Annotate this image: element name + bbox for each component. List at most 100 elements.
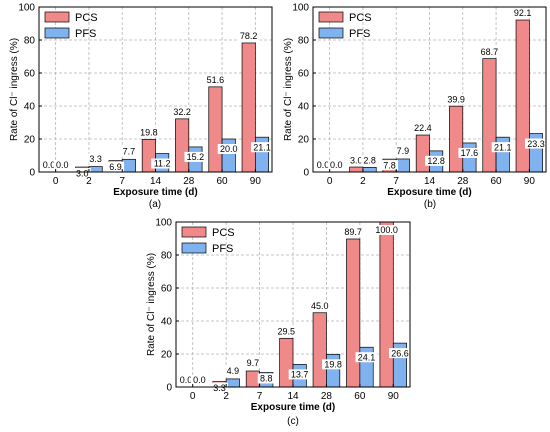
label-pcs-90-bg xyxy=(511,8,534,19)
chart-panel-2: 0.0 0.0 3.0 2.8 7.87.922.412.839.917.668.721… xyxy=(283,3,548,210)
label-pcs-7: 6.9 xyxy=(109,162,122,172)
x-tick-label: 60 xyxy=(217,176,229,187)
x-tick-label: 7 xyxy=(393,176,399,187)
bar-pfs-7 xyxy=(395,158,410,173)
label-pcs-60-bg xyxy=(342,226,365,237)
label-pfs-7: 7.9 xyxy=(397,146,410,156)
label-pcs-7: 7.8 xyxy=(383,160,396,170)
legend-label-pcs: PCS xyxy=(212,227,235,239)
label-pcs-0: 0.0 xyxy=(317,160,330,170)
label-pfs-14: 12.8 xyxy=(427,156,445,166)
y-tick-label: 0 xyxy=(166,383,172,394)
label-pfs-28: 15.2 xyxy=(187,152,205,162)
legend-swatch-pcs xyxy=(44,11,70,23)
label-pcs-2: 3.3 xyxy=(213,383,226,393)
label-pfs-90: 26.6 xyxy=(391,348,409,358)
legend-swatch-pcs xyxy=(318,11,344,23)
label-pcs-2: 3.0 xyxy=(350,155,363,165)
y-tick-label: 20 xyxy=(161,350,173,361)
x-tick-label: 14 xyxy=(287,391,299,402)
bar-pcs-28 xyxy=(175,118,190,173)
data-labels: 0.0 0.0 3.0 2.8 7.87.9 22.4 12.8 39.9 17.6 68.7 21… xyxy=(314,8,548,170)
legend-swatch-pfs xyxy=(44,27,70,39)
y-axis-title: Rate of Cl⁻ ingress (%) xyxy=(9,38,20,141)
legend: PCS PFS xyxy=(181,226,235,255)
label-pfs-0-bg xyxy=(53,160,71,170)
x-axis-title: Exposure time (d) xyxy=(387,187,471,198)
label-pfs-90-bg xyxy=(388,348,411,359)
x-tick-label: 0 xyxy=(327,176,333,187)
label-pcs-2: 3.0 xyxy=(76,168,89,178)
label-pfs-60: 24.1 xyxy=(358,352,376,362)
bar-pcs-28 xyxy=(449,105,464,173)
label-pcs-60-bg xyxy=(204,74,227,85)
x-tick-label: 60 xyxy=(491,176,503,187)
label-pfs-0-bg xyxy=(190,375,208,385)
label-pfs-2-bg xyxy=(224,365,242,376)
label-pfs-28-bg xyxy=(184,151,207,162)
x-tick-label: 2 xyxy=(223,391,229,402)
y-tick-label: 60 xyxy=(24,69,36,80)
label-pfs-7-bg xyxy=(120,146,138,157)
label-pcs-90: 100.0 xyxy=(375,225,398,235)
label-pcs-60: 68.7 xyxy=(481,47,499,57)
label-pcs-14-bg xyxy=(137,127,160,138)
y-axis-title: Rate of Cl⁻ ingress (%) xyxy=(146,253,157,356)
x-tick-label: 0 xyxy=(190,391,196,402)
bar-pcs-7 xyxy=(245,370,260,388)
x-axis: 0 2 7 14 28 60 90 xyxy=(190,384,399,402)
x-tick-label: 2 xyxy=(360,176,366,187)
label-pfs-14-bg xyxy=(151,158,174,169)
label-pfs-0-bg xyxy=(327,160,345,170)
label-pcs-2-bg xyxy=(210,382,228,393)
y-axis: 0 20 40 60 80 100 xyxy=(292,3,316,179)
label-pfs-0: 0.0 xyxy=(193,375,206,385)
label-pcs-60: 89.7 xyxy=(344,227,362,237)
label-pfs-7-bg xyxy=(394,145,412,156)
label-pcs-28: 32.2 xyxy=(173,107,191,117)
data-labels: 0.0 0.0 3.34.9 9.78.8 29.5 13.7 45.0 19.8 89.7 24… xyxy=(177,225,411,393)
label-pcs-14: 22.4 xyxy=(414,123,432,133)
y-tick-label: 40 xyxy=(161,317,173,328)
label-pfs-14: 13.7 xyxy=(291,370,309,380)
legend-label-pfs: PFS xyxy=(75,28,96,40)
label-pcs-7-bg xyxy=(107,161,125,172)
label-pcs-14-bg xyxy=(275,326,298,337)
bar-pfs-2 xyxy=(362,167,377,173)
x-tick-label: 28 xyxy=(321,391,333,402)
label-pfs-90: 23.3 xyxy=(527,139,545,149)
label-pfs-28-bg xyxy=(322,359,345,370)
label-pcs-90: 78.2 xyxy=(240,31,258,41)
x-tick-label: 14 xyxy=(424,176,436,187)
label-pfs-0: 0.0 xyxy=(330,160,343,170)
label-pfs-60-bg xyxy=(491,142,514,153)
x-tick-label: 7 xyxy=(257,391,263,402)
panel-label: (b) xyxy=(424,199,436,210)
label-pfs-2: 2.8 xyxy=(363,156,376,166)
bar-pcs-14 xyxy=(279,337,294,388)
label-pcs-7-bg xyxy=(244,357,262,368)
label-pcs-14: 19.8 xyxy=(140,128,158,138)
x-tick-label: 7 xyxy=(119,176,125,187)
label-pcs-0-bg xyxy=(177,375,195,385)
label-pcs-60: 51.6 xyxy=(207,75,225,85)
y-tick-label: 60 xyxy=(161,284,173,295)
label-pfs-60: 21.1 xyxy=(494,142,512,152)
legend-label-pfs: PFS xyxy=(212,243,233,255)
label-pcs-28: 45.0 xyxy=(311,301,329,311)
bar-pfs-2 xyxy=(88,166,103,173)
label-pcs-2-bg xyxy=(347,155,365,166)
y-tick-label: 40 xyxy=(24,102,36,113)
data-labels: 0.0 0.0 3.03.3 6.97.7 19.8 11.2 32.2 15.2 51.6 20… xyxy=(40,30,274,178)
y-tick-label: 100 xyxy=(292,3,309,14)
x-tick-label: 0 xyxy=(53,176,59,187)
label-pcs-0-bg xyxy=(40,160,58,170)
panel-label: (c) xyxy=(287,416,299,427)
label-pfs-28: 17.6 xyxy=(461,148,479,158)
x-axis: 0 2 7 14 28 60 90 xyxy=(327,169,535,187)
label-pfs-90: 21.1 xyxy=(253,142,271,152)
bar-pcs-90 xyxy=(379,221,394,388)
chart-panel-1: 0.0 0.03.03.36.97.719.811.232.215.251.620… xyxy=(9,3,274,210)
legend: PCS PFS xyxy=(44,11,98,40)
